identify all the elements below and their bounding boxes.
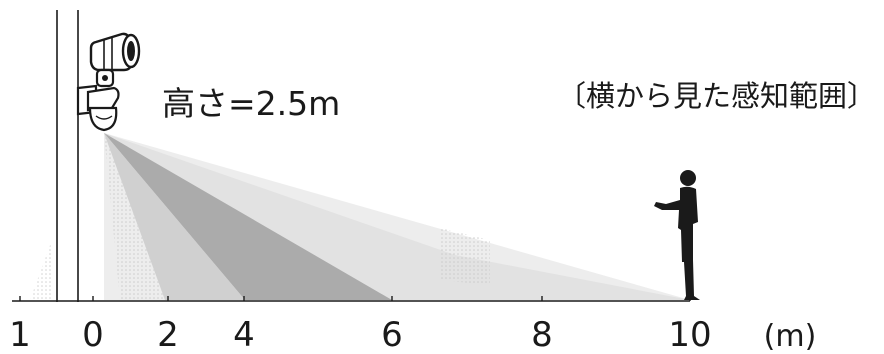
tick-label: 8 — [531, 315, 553, 354]
person-icon — [654, 170, 700, 300]
ground-axis — [12, 296, 691, 302]
wall-pole — [56, 10, 79, 302]
diagram-title: 〔横から見た感知範囲〕 — [557, 79, 876, 113]
axis-unit-label: (m) — [764, 319, 817, 354]
zone-dotted-wall — [30, 240, 52, 300]
tick-label: 0 — [82, 315, 104, 354]
zone-dotted-far — [440, 228, 490, 285]
tick-label: 4 — [233, 315, 255, 354]
tick-label: 2 — [157, 315, 179, 354]
detection-zones — [30, 133, 690, 300]
axis-tick-labels: 1 0 2 4 6 8 10 (m) — [9, 315, 816, 354]
tick-label: 10 — [668, 315, 711, 354]
zone-core-dark — [104, 133, 392, 300]
mount-height-label: 高さ=2.5m — [162, 84, 340, 123]
floodlight-icon — [76, 32, 141, 132]
tick-label: 6 — [381, 315, 403, 354]
tick-label: 1 — [9, 315, 31, 354]
zone-core-edge — [104, 133, 245, 300]
